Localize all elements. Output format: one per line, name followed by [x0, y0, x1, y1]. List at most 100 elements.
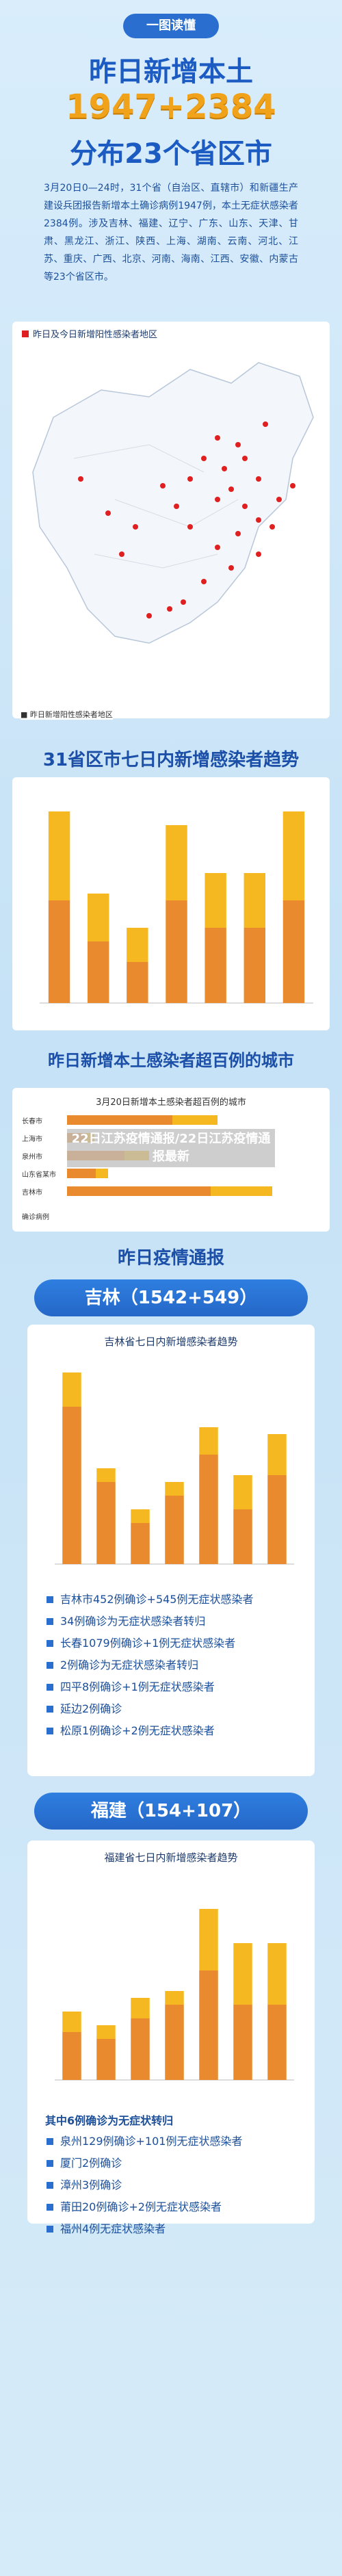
bullet-item: 2例确诊为无症状感染者转归 [45, 1654, 305, 1676]
bar-upper [165, 1482, 184, 1496]
city-bar-asymptomatic [96, 1169, 108, 1178]
bar-upper [127, 928, 148, 962]
bar-upper [244, 873, 265, 928]
map-pin [228, 486, 234, 492]
city-bar-asymptomatic [211, 1186, 272, 1196]
map-pin [201, 579, 207, 584]
bar-lower [131, 1523, 150, 1564]
china-map [32, 362, 314, 644]
bar-lower [267, 2005, 287, 2080]
jilin-bullets: 吉林市452例确诊+545例无症状感染者 34例确诊为无症状感染者转归 长春1079… [45, 1589, 305, 1742]
map-pins [78, 421, 295, 619]
bar-upper [62, 2012, 81, 2032]
jilin-chart [55, 1372, 294, 1565]
cities-footer: 确诊病例 [22, 1211, 49, 1221]
fujian-chart-title: 福建省七日内新增感染者趋势 [104, 1851, 238, 1864]
map-pin [215, 435, 220, 441]
bar-lower [62, 2032, 81, 2080]
map-pin [187, 524, 193, 530]
bar-lower [267, 1475, 287, 1564]
map-pin [133, 524, 138, 530]
bar-upper [282, 811, 305, 900]
map-pin [242, 456, 248, 461]
bar-lower [96, 2039, 116, 2080]
city-label: 泉州市 [22, 1152, 42, 1161]
map-pin [290, 483, 295, 489]
bar-upper [48, 811, 70, 900]
trend-title: 31省区市七日内新增感染者趋势 [42, 750, 300, 770]
city-label: 山东省某市 [22, 1170, 56, 1179]
bullet-item: 厦门2例确诊 [45, 2152, 305, 2174]
bar-lower [205, 928, 226, 1003]
header-pill: 一图读懂 [123, 14, 219, 38]
map-pin [201, 456, 207, 461]
bar-upper [199, 1909, 218, 1970]
map-pin [174, 504, 179, 509]
map-pin [119, 551, 124, 557]
bar-lower [244, 928, 265, 1003]
bar-upper [233, 1943, 252, 2005]
bar-lower [233, 1509, 252, 1564]
bullet-item: 四平8例确诊+1例无症状感染者 [45, 1676, 305, 1698]
map-pin [167, 606, 172, 612]
map-pin [256, 517, 261, 523]
bar-upper [96, 2025, 116, 2039]
fujian-subhead: 其中6例确诊为无症状转归 [45, 2114, 174, 2127]
map-pin [181, 599, 186, 605]
city-label: 上海市 [22, 1134, 42, 1143]
bar-lower [127, 962, 148, 1003]
cities-title: 昨日新增本土感染者超百例的城市 [48, 1051, 294, 1070]
bar-lower [233, 2005, 252, 2080]
city-bar-confirmed [67, 1115, 172, 1125]
map-pin [228, 565, 234, 571]
bar-lower [88, 941, 109, 1003]
bar-lower [166, 900, 187, 1003]
bar-upper [267, 1434, 287, 1475]
jilin-card: 吉林省七日内新增感染者趋势 [27, 1325, 315, 1776]
map-pin [235, 442, 241, 447]
bullet-item: 34例确诊为无症状感染者转归 [45, 1611, 305, 1632]
bar-lower [199, 1455, 218, 1564]
bar-upper [199, 1427, 218, 1455]
bar-lower [282, 900, 305, 1003]
footer-label: 确诊病例 [22, 1214, 49, 1221]
bullet-item: 吉林市452例确诊+545例无症状感染者 [45, 1589, 305, 1611]
bullet-item: 泉州129例确诊+101例无症状感染者 [45, 2131, 305, 2152]
bullet-item: 莆田20例确诊+2例无症状感染者 [45, 2196, 305, 2218]
map-pin [222, 466, 227, 471]
map-pin [256, 551, 261, 557]
bar-lower [96, 1482, 116, 1564]
trend-chart [40, 811, 313, 1004]
map-pin [160, 483, 166, 489]
map-label: 昨日及今日新增阳性感染者地区 [22, 327, 157, 340]
bar-lower [165, 2005, 184, 2080]
map-label-text: 昨日及今日新增阳性感染者地区 [33, 330, 158, 340]
bar-upper [62, 1372, 81, 1407]
map-pin [276, 497, 282, 502]
title-numbers: 1947+2384 [66, 88, 276, 126]
city-bar-confirmed [67, 1186, 211, 1196]
bar-upper [131, 1998, 150, 2018]
map-label-swatch [22, 330, 29, 337]
map-pin [215, 497, 220, 502]
bullet-item: 漳州3例确诊 [45, 2174, 305, 2196]
title-line-3: 分布23个省区市 [70, 138, 272, 170]
overlay-line-1: 22日江苏疫情通报/22日江苏疫情通 [71, 1132, 271, 1146]
bar-lower [199, 1970, 218, 2080]
bullet-item: 松原1例确诊+2例无症状感染者 [45, 1720, 305, 1742]
map-pin [235, 531, 241, 536]
bar-upper [267, 1943, 287, 2005]
map-pin [256, 476, 261, 482]
bar-upper [233, 1475, 252, 1509]
trend-chart-card [12, 777, 330, 1030]
bar-lower [165, 1496, 184, 1564]
map-legend: ■ 昨日新增阳性感染者地区 [21, 709, 113, 720]
map-pin [263, 421, 268, 427]
map-pin [215, 545, 220, 550]
map-pin [187, 476, 193, 482]
bullet-item: 福州4例无症状感染者 [45, 2218, 305, 2240]
bar-upper [131, 1509, 150, 1523]
map-pin [78, 476, 83, 482]
city-bar-confirmed [67, 1169, 96, 1178]
